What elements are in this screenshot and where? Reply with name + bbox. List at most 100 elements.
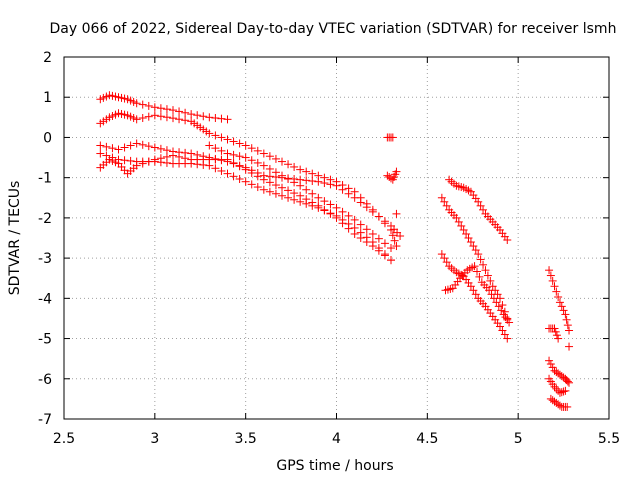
data-point [156, 158, 165, 167]
data-point [259, 185, 268, 194]
data-point [471, 290, 480, 299]
data-point [440, 197, 449, 206]
data-point [308, 189, 317, 198]
data-point [278, 191, 286, 200]
chart-title: Day 066 of 2022, Sidereal Day-to-day VTE… [50, 21, 617, 37]
grid [64, 57, 609, 419]
data-point [452, 213, 461, 222]
data-point [96, 149, 105, 158]
data-point [229, 137, 238, 146]
data-point [554, 386, 563, 395]
axis-ticks: 2.5 3 3.5 4 4.5 5 5.5 2 1 0 -1 -2 -3 -4 -5 -6 -7 [38, 50, 620, 447]
data-point [114, 145, 123, 154]
data-point [96, 141, 105, 150]
data-point [120, 143, 129, 152]
data-point [546, 360, 555, 369]
data-point [555, 388, 564, 397]
data-point [181, 108, 190, 117]
data-point [302, 176, 311, 185]
data-point [229, 158, 238, 167]
data-point [368, 229, 377, 238]
data-point [241, 153, 250, 162]
x-tick-label: 5 [514, 431, 523, 447]
data-point [235, 139, 244, 148]
data-point [265, 178, 274, 187]
x-tick-label: 5.5 [598, 431, 620, 447]
data-point [253, 183, 262, 192]
data-point [503, 334, 512, 343]
data-point [388, 133, 397, 142]
data-point [290, 162, 299, 171]
data-point [464, 234, 473, 242]
data-point [454, 217, 463, 226]
data-point [479, 205, 488, 214]
data-point [187, 159, 196, 168]
data-point [545, 266, 554, 275]
data-point [271, 189, 280, 198]
data-point [546, 271, 555, 280]
data-point [284, 160, 293, 169]
data-point [114, 155, 123, 164]
data-point [481, 266, 490, 275]
data-point [144, 112, 153, 121]
data-point [290, 189, 299, 198]
data-point [472, 267, 481, 276]
data-point [492, 298, 501, 307]
data-point [392, 167, 401, 176]
data-point [561, 386, 570, 395]
data-point [332, 203, 341, 212]
data-point [284, 186, 293, 195]
data-point [368, 207, 377, 216]
data-point [554, 334, 563, 343]
data-point [247, 156, 256, 165]
y-tick-label: -6 [38, 372, 52, 388]
data-point [223, 169, 232, 178]
data-point [320, 179, 329, 188]
data-point [253, 172, 262, 181]
data-point [193, 111, 202, 120]
data-point [156, 144, 165, 153]
data-point [466, 238, 475, 247]
data-point [265, 187, 274, 196]
data-point [217, 114, 226, 123]
data-point [320, 197, 329, 206]
data-point [457, 221, 466, 230]
data-point [120, 156, 129, 165]
data-points [96, 91, 574, 411]
data-point [138, 140, 147, 149]
data-point [205, 161, 214, 170]
data-point [259, 175, 268, 184]
data-point [550, 382, 559, 391]
data-point [557, 302, 566, 311]
data-point [503, 236, 512, 245]
data-point [314, 177, 323, 186]
data-point [332, 181, 341, 190]
data-point [314, 203, 323, 212]
y-tick-label: 0 [43, 130, 52, 146]
data-point [162, 158, 171, 167]
x-axis-title: GPS time / hours [276, 458, 393, 474]
data-point [338, 215, 347, 224]
data-point [548, 363, 557, 372]
data-point [388, 231, 397, 240]
data-point [475, 272, 484, 281]
data-point [308, 201, 317, 210]
data-point [437, 193, 446, 202]
data-point [551, 327, 560, 336]
data-point [320, 206, 329, 215]
data-point [471, 246, 480, 255]
data-point [132, 115, 141, 124]
data-point [466, 282, 475, 291]
data-point [223, 135, 232, 144]
data-point [374, 212, 383, 221]
data-point [559, 306, 568, 315]
data-point [557, 388, 566, 397]
data-point [193, 160, 202, 169]
y-tick-label: -4 [38, 291, 52, 307]
data-point [476, 255, 485, 264]
data-point [462, 229, 471, 238]
data-point [223, 149, 232, 158]
data-point [326, 200, 335, 209]
y-axis-title: SDTVAR / TECUs [7, 181, 23, 296]
data-point [150, 143, 159, 152]
